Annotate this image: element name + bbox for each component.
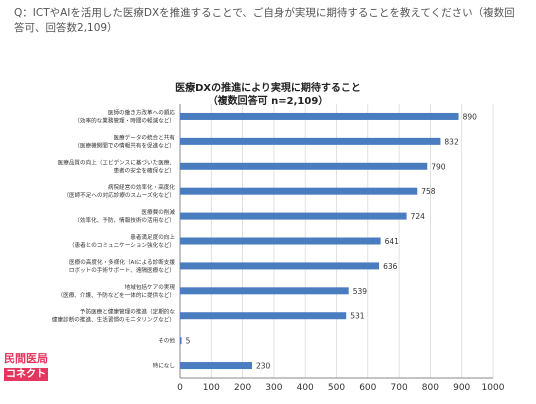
bar bbox=[180, 312, 347, 320]
x-tick-label: 200 bbox=[234, 383, 251, 393]
logo-text-bottom: コネクト bbox=[4, 368, 48, 381]
data-label: 790 bbox=[431, 162, 446, 171]
x-tick-label: 100 bbox=[203, 383, 220, 393]
bar bbox=[180, 337, 182, 345]
x-tick-label: 500 bbox=[328, 383, 345, 393]
category-label-sub: 健康診断の推進、生活習慣のモニタリングなど） bbox=[52, 316, 175, 324]
category-label-sub: （効率的な業務管理・時間の軽減など） bbox=[74, 116, 175, 124]
logo-text-top: 民間医局 bbox=[4, 352, 48, 365]
category-label-sub: 患者の安全を確保など） bbox=[113, 166, 175, 174]
bar bbox=[180, 112, 459, 120]
category-label: 患者満足度の向上 bbox=[130, 233, 175, 241]
question-text: Q：ICTやAIを活用した医療DXを推進することで、ご自身が実現に期待することを… bbox=[14, 7, 515, 34]
x-tick-label: 400 bbox=[297, 383, 314, 393]
category-label: 病院経営の効率化・高度化 bbox=[108, 183, 176, 191]
category-label-sub: （効率化、予防、情報技術の活用など） bbox=[74, 216, 175, 224]
category-label: 医師の働き方改革への順応 bbox=[108, 108, 176, 116]
chart-title: 医療DXの推進により実現に期待すること bbox=[175, 83, 361, 94]
data-label: 539 bbox=[353, 287, 368, 296]
category-label: 医療品質の向上（エビデンスに基づいた医療、 bbox=[58, 158, 175, 166]
x-tick-label: 900 bbox=[453, 383, 470, 393]
brand-logo: 民間医局 コネクト bbox=[4, 351, 56, 381]
data-label: 5 bbox=[186, 337, 191, 346]
data-label: 758 bbox=[421, 187, 436, 196]
bar bbox=[180, 287, 349, 295]
category-label-sub: （患者とのコミュニケーション強化など） bbox=[69, 241, 175, 249]
x-tick-label: 700 bbox=[391, 383, 408, 393]
bar bbox=[180, 187, 418, 195]
category-label-sub: （医療、介護、予防などを一体的に提供など） bbox=[58, 291, 175, 299]
category-label: 予防医療と健康管理の推進（定期的な bbox=[80, 308, 176, 316]
x-tick-label: 300 bbox=[265, 383, 282, 393]
x-tick-label: 600 bbox=[359, 383, 376, 393]
data-label: 832 bbox=[444, 137, 459, 146]
category-label: 医療の高度化・多様化（AIによる診断支援 bbox=[69, 258, 175, 266]
bar bbox=[180, 262, 380, 270]
x-tick-label: 1000 bbox=[482, 383, 505, 393]
category-label: 医療データの統合と共有 bbox=[113, 133, 175, 141]
chart-subtitle: （複数回答可 n=2,109） bbox=[207, 96, 329, 107]
category-label-sub: （医師不足への対応診療のスムーズ化など） bbox=[63, 191, 175, 199]
data-label: 531 bbox=[350, 312, 365, 321]
category-label: 医療費の削減 bbox=[141, 208, 175, 216]
data-label: 230 bbox=[256, 362, 271, 371]
bar bbox=[180, 237, 381, 245]
category-label: 特になし bbox=[153, 362, 176, 370]
x-tick-label: 800 bbox=[422, 383, 439, 393]
category-label: その他 bbox=[158, 337, 175, 345]
bar bbox=[180, 137, 441, 145]
data-label: 641 bbox=[385, 237, 400, 246]
category-label-sub: （医療機関間での情報共有を促進など） bbox=[74, 141, 175, 149]
x-tick-label: 0 bbox=[177, 383, 183, 393]
category-label-sub: ロボットの手術サポート、遠隔医療など） bbox=[69, 266, 175, 274]
data-label: 890 bbox=[463, 112, 478, 121]
bar bbox=[180, 362, 252, 370]
category-label: 地域包括ケアの実現 bbox=[125, 283, 176, 291]
data-label: 724 bbox=[411, 212, 426, 221]
bar bbox=[180, 212, 407, 220]
bar bbox=[180, 162, 428, 170]
data-label: 636 bbox=[383, 262, 398, 271]
